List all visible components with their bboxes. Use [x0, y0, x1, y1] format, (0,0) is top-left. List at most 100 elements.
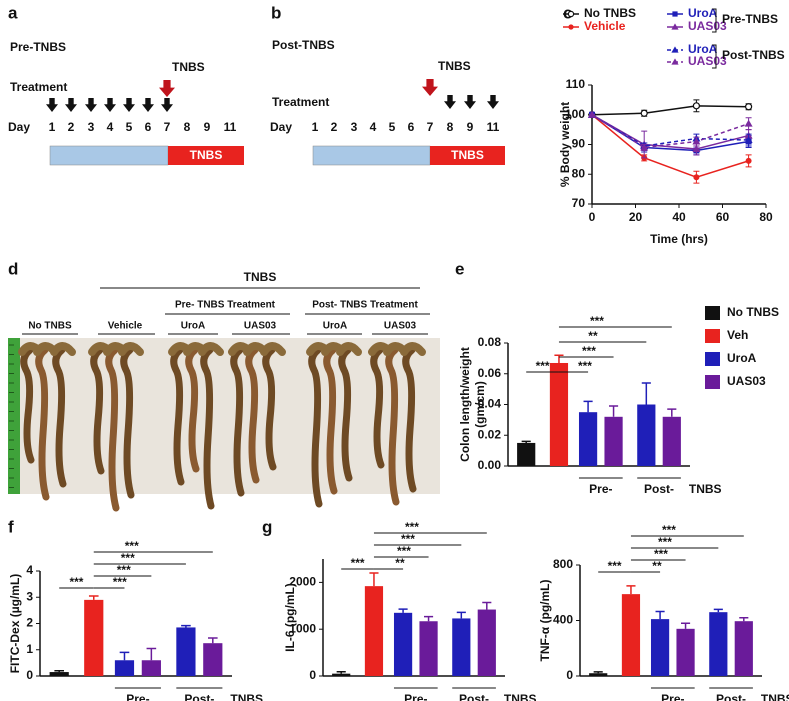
series-line: [591, 114, 749, 179]
y-tick-label: 110: [566, 77, 586, 91]
error-bar: [146, 647, 157, 661]
y-tick-label: 0.00: [478, 458, 502, 472]
error-bar: [88, 595, 99, 600]
series-line: [591, 114, 749, 149]
marker: [692, 144, 701, 152]
legend-swatch: [705, 329, 720, 343]
group-label: Post-: [184, 692, 214, 701]
y-tick-label: 0: [26, 668, 33, 682]
day-label: Day: [270, 120, 292, 134]
group-label: TNBS: [230, 692, 263, 701]
y-tick-label: 100: [565, 107, 585, 121]
panel-label: a: [8, 3, 18, 22]
y-axis-label: % Body weight: [558, 102, 572, 187]
colon: [402, 346, 417, 493]
y-tick-label: 80: [572, 166, 586, 180]
group-label: TNBS: [689, 482, 722, 496]
marker: [568, 24, 574, 30]
error-bar: [667, 408, 677, 417]
day: 3: [351, 120, 358, 134]
arrow: [159, 80, 175, 97]
sig-label: ***: [536, 359, 550, 373]
bar: [84, 599, 104, 676]
error-bar: [739, 616, 749, 622]
bar: [452, 618, 471, 676]
panel-label: d: [8, 259, 18, 278]
colon: [120, 346, 135, 499]
bar: [709, 612, 728, 676]
error-bar: [713, 608, 723, 613]
day: 2: [331, 120, 338, 134]
arrow: [487, 95, 499, 109]
y-tick-label: 1000: [289, 621, 316, 635]
treatment-bar: [49, 145, 169, 166]
colon: [52, 346, 67, 488]
error-bar: [336, 671, 346, 674]
y-tick-label: 90: [572, 137, 586, 151]
day: 11: [487, 120, 500, 134]
sig-label: ***: [69, 575, 83, 589]
legend-label: UroA: [688, 42, 718, 56]
arrow-label: TNBS: [172, 60, 205, 74]
photo: [8, 338, 440, 494]
group-label: No TNBS: [28, 321, 72, 332]
colon: [262, 346, 277, 471]
arrow: [65, 98, 77, 112]
panel-label: e: [455, 259, 464, 278]
tnbs-bar-label: TNBS: [451, 148, 484, 162]
series-line: [591, 105, 749, 116]
arrow: [123, 98, 135, 112]
sig-label: ***: [125, 539, 139, 553]
day: 2: [68, 120, 75, 134]
colon: [105, 346, 120, 512]
colon-top: [118, 342, 144, 356]
legend-swatch: [705, 352, 720, 366]
bar: [676, 628, 695, 676]
marker: [640, 109, 648, 117]
legend-label: No TNBS: [584, 6, 636, 20]
colon: [185, 346, 200, 473]
treatment-bar: [312, 145, 431, 166]
error-bar: [369, 572, 379, 587]
arrow: [422, 79, 438, 96]
marker: [744, 103, 753, 111]
colon: [20, 346, 35, 464]
ruler: [8, 338, 20, 494]
timeline-title: Post-TNBS: [272, 38, 335, 52]
group-label: Pre-: [126, 692, 149, 701]
colon: [200, 346, 215, 510]
panel-label: f: [8, 517, 14, 536]
colon: [338, 346, 353, 482]
sig-label: ***: [654, 547, 668, 561]
y-tick-label: 70: [572, 196, 586, 210]
colon-top: [336, 342, 362, 356]
day-label: Day: [8, 120, 30, 134]
error-bar: [593, 671, 603, 674]
y-axis-label: FITC-Dex (µg/mL): [8, 574, 22, 674]
bar: [419, 621, 438, 676]
arrow: [161, 98, 173, 112]
marker: [744, 136, 753, 144]
x-tick-label: 20: [629, 210, 643, 224]
error-bar: [521, 440, 531, 443]
sig-label: ***: [401, 532, 415, 546]
arrow: [444, 95, 456, 109]
sig-label: ***: [662, 523, 676, 537]
day: 5: [389, 120, 396, 134]
error-bar: [398, 608, 408, 613]
error-bar: [424, 615, 434, 622]
group-label: Vehicle: [108, 321, 143, 332]
colon: [245, 346, 260, 484]
sig-label: ***: [658, 535, 672, 549]
group-label: UroA: [323, 321, 347, 332]
y-tick-label: 0.08: [478, 335, 502, 349]
colon: [35, 346, 50, 501]
y-tick-label: 2000: [289, 575, 316, 589]
arrow: [142, 98, 154, 112]
photo-subheader: Post- TNBS Treatment: [312, 300, 418, 311]
colon: [308, 346, 323, 508]
marker: [744, 119, 753, 127]
day: 8: [184, 120, 191, 134]
day: 11: [224, 120, 237, 134]
marker: [588, 110, 596, 118]
